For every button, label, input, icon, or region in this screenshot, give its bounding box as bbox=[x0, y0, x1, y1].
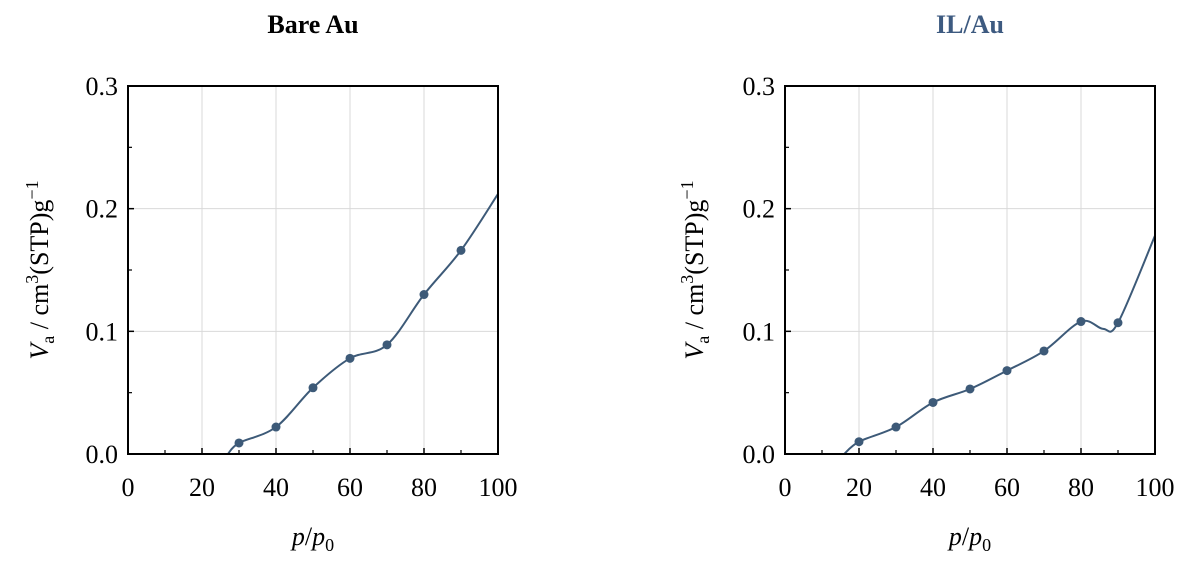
data-point bbox=[1113, 318, 1123, 328]
grid bbox=[128, 86, 498, 454]
chart-title: IL/Au bbox=[936, 10, 1004, 39]
y-label-unit-mid: (STP)g bbox=[680, 200, 709, 275]
data-point bbox=[271, 422, 281, 432]
data-point bbox=[928, 397, 938, 407]
chart-bare-au: Bare Au 0.00.10.20.3 0 20 40 60 80 100 p/p0 V… bbox=[22, 10, 518, 555]
data-point bbox=[419, 290, 429, 300]
x-label-var2: p bbox=[310, 522, 325, 551]
y-tick-label: 0.1 bbox=[743, 317, 776, 346]
y-label-sup2: −1 bbox=[22, 180, 42, 199]
x-label-sep: / bbox=[305, 522, 313, 551]
x-tick-label: 0 bbox=[122, 473, 135, 502]
x-tick-label: 20 bbox=[189, 473, 215, 502]
chart-il-au: IL/Au 0.00.10.20.3 0 20 40 60 80 100 p/p0 Va … bbox=[677, 10, 1175, 555]
chart-title: Bare Au bbox=[267, 10, 358, 39]
y-label-sub: a bbox=[38, 336, 58, 344]
x-axis-label: p/p0 bbox=[290, 522, 334, 555]
plot-area bbox=[227, 193, 499, 455]
data-point bbox=[1076, 317, 1086, 327]
grid bbox=[785, 86, 1155, 454]
y-label-sup2: −1 bbox=[677, 180, 697, 199]
x-tick-label: 80 bbox=[1068, 473, 1094, 502]
x-label-var: p bbox=[290, 522, 305, 551]
y-tick-label: 0.3 bbox=[743, 72, 776, 101]
plot-frame bbox=[127, 85, 499, 455]
x-label-sub: 0 bbox=[982, 535, 991, 555]
plot-frame bbox=[784, 85, 1156, 455]
y-label-var: V bbox=[680, 341, 709, 360]
y-ticks: 0.0 0.1 0.2 0.3 bbox=[86, 72, 134, 469]
x-tick-label: 40 bbox=[920, 473, 946, 502]
y-axis-label: Va / cm3(STP)g−1 bbox=[22, 180, 58, 359]
y-label-sub: a bbox=[693, 336, 713, 344]
x-ticks: 0 20 40 60 80 100 bbox=[122, 448, 518, 502]
y-ticks: 0.0 0.1 0.2 0.3 bbox=[743, 72, 791, 469]
y-label-unit-pre: / cm bbox=[680, 284, 709, 336]
x-ticks: 0 20 40 60 80 100 bbox=[779, 448, 1175, 502]
x-tick-label: 20 bbox=[846, 473, 872, 502]
x-label-sep: / bbox=[962, 522, 970, 551]
y-tick-label: 0.0 bbox=[743, 440, 776, 469]
x-axis-label: p/p0 bbox=[947, 522, 991, 555]
data-point bbox=[1002, 366, 1012, 376]
x-tick-label: 40 bbox=[263, 473, 289, 502]
y-label-unit-pre: / cm bbox=[25, 284, 54, 336]
plot-area bbox=[843, 235, 1156, 455]
data-point bbox=[965, 384, 975, 394]
x-tick-label: 100 bbox=[1136, 473, 1175, 502]
x-label-sub: 0 bbox=[325, 535, 334, 555]
x-label-var2: p bbox=[967, 522, 982, 551]
data-point bbox=[891, 422, 901, 432]
y-tick-label: 0.3 bbox=[86, 72, 119, 101]
x-tick-label: 100 bbox=[479, 473, 518, 502]
y-label-sup1: 3 bbox=[22, 275, 42, 284]
series-line bbox=[843, 235, 1156, 455]
data-point bbox=[308, 383, 318, 393]
x-tick-label: 60 bbox=[337, 473, 363, 502]
data-point bbox=[1039, 346, 1049, 356]
x-tick-label: 80 bbox=[411, 473, 437, 502]
x-tick-label: 60 bbox=[994, 473, 1020, 502]
y-tick-label: 0.2 bbox=[743, 195, 776, 224]
y-label-var: V bbox=[25, 341, 54, 360]
y-tick-label: 0.0 bbox=[86, 440, 119, 469]
data-point bbox=[345, 353, 355, 363]
y-axis-label: Va / cm3(STP)g−1 bbox=[677, 180, 713, 359]
x-label-var: p bbox=[947, 522, 962, 551]
y-label-unit-mid: (STP)g bbox=[25, 200, 54, 275]
data-point bbox=[234, 438, 244, 448]
series-line bbox=[227, 193, 499, 455]
x-tick-label: 0 bbox=[779, 473, 792, 502]
y-label-sup1: 3 bbox=[677, 275, 697, 284]
y-tick-label: 0.2 bbox=[86, 195, 119, 224]
data-point bbox=[382, 340, 392, 350]
data-point bbox=[456, 245, 466, 255]
data-point bbox=[854, 437, 864, 447]
y-tick-label: 0.1 bbox=[86, 317, 119, 346]
